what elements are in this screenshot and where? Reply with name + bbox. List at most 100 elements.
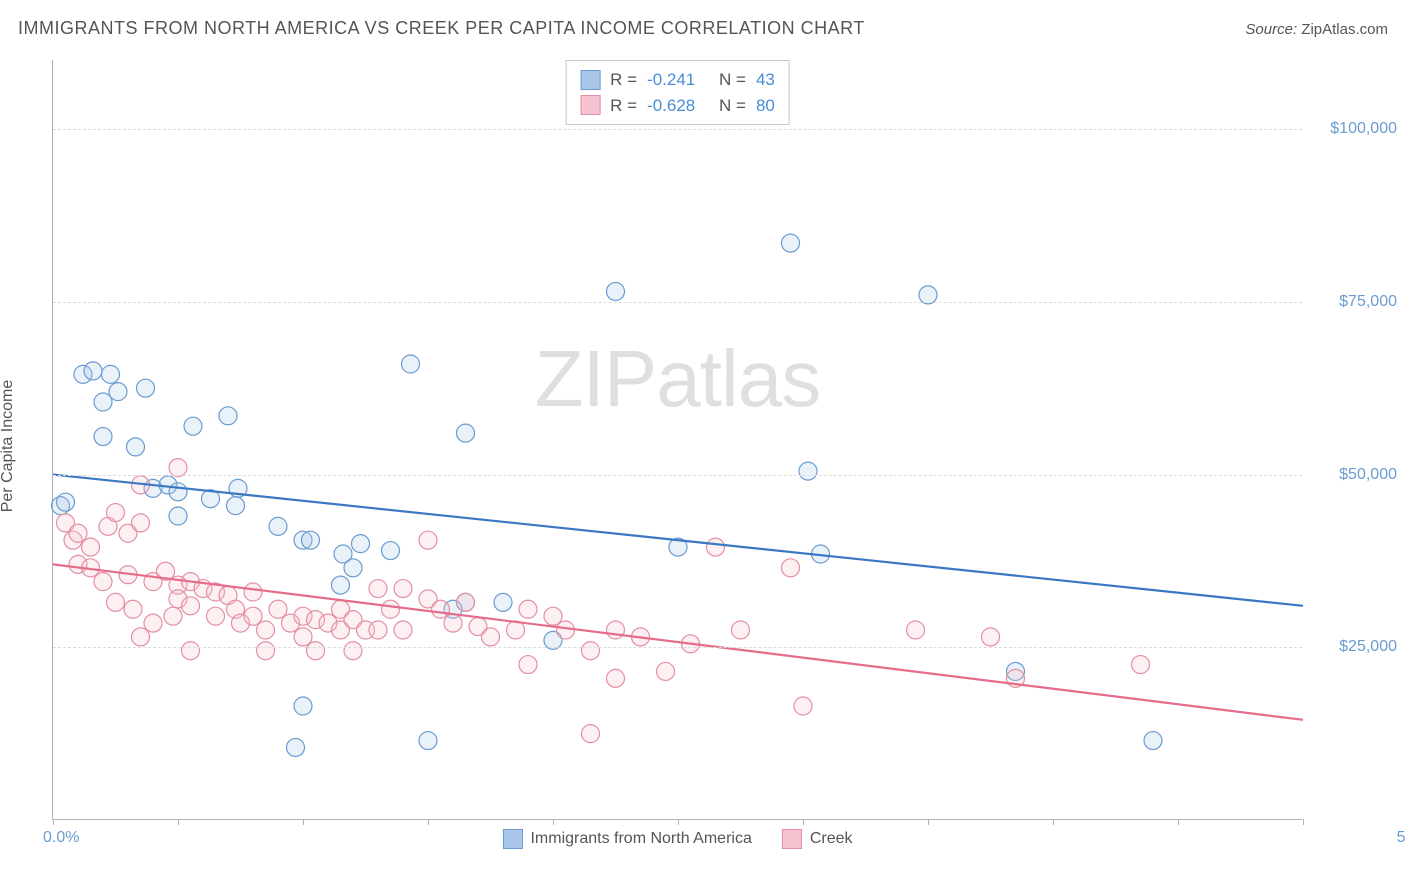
data-point: [219, 407, 237, 425]
legend-item: Immigrants from North America: [502, 829, 751, 849]
data-point: [1144, 732, 1162, 750]
data-point: [1132, 656, 1150, 674]
data-point: [402, 355, 420, 373]
data-point: [169, 483, 187, 501]
ytick-label: $100,000: [1307, 120, 1397, 138]
legend-swatch: [782, 829, 802, 849]
stats-r-label: R =: [610, 93, 637, 119]
stats-swatch: [580, 95, 600, 115]
data-point: [82, 538, 100, 556]
xtick: [1178, 819, 1179, 825]
data-point: [107, 593, 125, 611]
data-point: [144, 614, 162, 632]
data-point: [432, 600, 450, 618]
data-point: [494, 593, 512, 611]
data-point: [294, 697, 312, 715]
data-point: [269, 517, 287, 535]
data-point: [582, 725, 600, 743]
chart-source: Source: ZipAtlas.com: [1245, 21, 1388, 38]
data-point: [244, 607, 262, 625]
xtick: [303, 819, 304, 825]
data-point: [84, 362, 102, 380]
data-point: [457, 593, 475, 611]
data-point: [394, 580, 412, 598]
data-point: [482, 628, 500, 646]
data-point: [457, 424, 475, 442]
data-point: [132, 514, 150, 532]
gridline: [53, 647, 1302, 648]
xtick: [428, 819, 429, 825]
data-point: [794, 697, 812, 715]
xtick: [1303, 819, 1304, 825]
data-point: [109, 383, 127, 401]
data-point: [307, 642, 325, 660]
trend-line: [53, 564, 1303, 719]
stats-n-label: N =: [719, 67, 746, 93]
data-point: [244, 583, 262, 601]
plot-area: ZIPatlas R =-0.241N =43R =-0.628N =80 Im…: [52, 60, 1302, 820]
chart-header: IMMIGRANTS FROM NORTH AMERICA VS CREEK P…: [18, 18, 1388, 39]
source-value: ZipAtlas.com: [1301, 21, 1388, 38]
data-point: [782, 234, 800, 252]
data-point: [732, 621, 750, 639]
data-point: [94, 573, 112, 591]
data-point: [132, 628, 150, 646]
data-point: [69, 524, 87, 542]
data-point: [382, 600, 400, 618]
data-point: [344, 642, 362, 660]
data-point: [982, 628, 1000, 646]
xtick: [1053, 819, 1054, 825]
trend-line: [53, 475, 1303, 606]
stats-row: R =-0.241N =43: [580, 67, 775, 93]
bottom-legend: Immigrants from North America Creek: [502, 829, 852, 849]
data-point: [102, 365, 120, 383]
data-point: [444, 614, 462, 632]
data-point: [137, 379, 155, 397]
data-point: [127, 438, 145, 456]
data-point: [257, 621, 275, 639]
data-point: [94, 393, 112, 411]
xtick: [53, 819, 54, 825]
data-point: [782, 559, 800, 577]
y-axis-label: Per Capita Income: [0, 380, 17, 513]
data-point: [907, 621, 925, 639]
xtick: [803, 819, 804, 825]
legend-swatch: [502, 829, 522, 849]
data-point: [269, 600, 287, 618]
data-point: [344, 559, 362, 577]
data-point: [94, 428, 112, 446]
gridline: [53, 475, 1302, 476]
data-point: [519, 600, 537, 618]
stats-n-value: 43: [756, 67, 775, 93]
data-point: [207, 607, 225, 625]
ytick-label: $25,000: [1307, 638, 1397, 656]
data-point: [227, 497, 245, 515]
data-point: [519, 656, 537, 674]
data-point: [369, 621, 387, 639]
source-label: Source:: [1245, 21, 1297, 38]
gridline: [53, 302, 1302, 303]
data-point: [582, 642, 600, 660]
xtick: [928, 819, 929, 825]
data-point: [419, 732, 437, 750]
stats-n-value: 80: [756, 93, 775, 119]
data-point: [182, 642, 200, 660]
data-point: [164, 607, 182, 625]
x-start-label: 0.0%: [43, 829, 79, 847]
plot-svg: [53, 60, 1302, 819]
chart-title: IMMIGRANTS FROM NORTH AMERICA VS CREEK P…: [18, 18, 865, 39]
ytick-label: $50,000: [1307, 466, 1397, 484]
data-point: [369, 580, 387, 598]
gridline: [53, 129, 1302, 130]
legend-label: Creek: [810, 830, 853, 848]
data-point: [419, 531, 437, 549]
xtick: [178, 819, 179, 825]
stats-box: R =-0.241N =43R =-0.628N =80: [565, 60, 790, 125]
stats-swatch: [580, 70, 600, 90]
data-point: [607, 669, 625, 687]
data-point: [287, 738, 305, 756]
legend-item: Creek: [782, 829, 853, 849]
data-point: [352, 535, 370, 553]
data-point: [657, 662, 675, 680]
data-point: [707, 538, 725, 556]
